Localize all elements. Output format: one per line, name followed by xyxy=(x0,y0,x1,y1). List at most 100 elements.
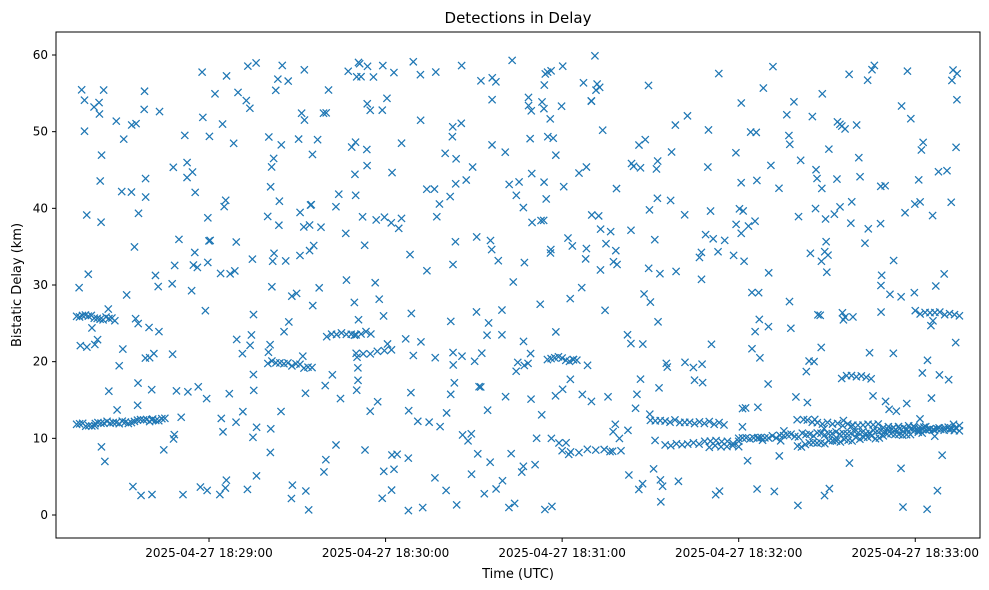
scatter-point xyxy=(955,426,964,435)
scatter-point xyxy=(383,339,392,349)
scatter-point xyxy=(876,281,885,290)
scatter-point xyxy=(183,173,192,182)
y-tick-label: 40 xyxy=(33,201,48,215)
scatter-point xyxy=(752,128,761,137)
scatter-point xyxy=(755,315,764,324)
scatter-point xyxy=(487,245,496,254)
scatter-point xyxy=(151,271,160,280)
scatter-point xyxy=(287,361,296,370)
scatter-point xyxy=(817,184,826,193)
scatter-point xyxy=(248,433,257,442)
scatter-point xyxy=(820,439,829,448)
scatter-point xyxy=(515,177,524,186)
scatter-point xyxy=(816,311,825,320)
scatter-point xyxy=(543,132,552,141)
scatter-point xyxy=(658,482,667,491)
scatter-point xyxy=(847,197,856,206)
scatter-point xyxy=(606,227,615,236)
scatter-point xyxy=(147,490,157,499)
scatter-point xyxy=(483,406,492,415)
scatter-point xyxy=(252,58,261,68)
scatter-point xyxy=(134,209,143,218)
scatter-point xyxy=(249,386,258,395)
scatter-point xyxy=(442,408,451,417)
scatter-point xyxy=(452,154,461,163)
scatter-point xyxy=(357,329,366,339)
scatter-point xyxy=(831,435,840,445)
scatter-point xyxy=(572,356,581,365)
scatter-point xyxy=(470,357,479,366)
scatter-point xyxy=(539,104,548,113)
scatter-point xyxy=(220,202,229,211)
scatter-point xyxy=(452,500,461,509)
scatter-point xyxy=(155,107,164,116)
scatter-point xyxy=(856,172,865,181)
scatter-point xyxy=(492,484,501,494)
scatter-point xyxy=(93,335,102,344)
scatter-point xyxy=(810,357,819,366)
scatter-point xyxy=(784,131,793,140)
scatter-point xyxy=(468,162,477,172)
scatter-point xyxy=(770,487,779,496)
scatter-point xyxy=(467,429,476,438)
scatter-point xyxy=(378,106,387,115)
scatter-point xyxy=(263,212,272,221)
scatter-point xyxy=(836,437,845,446)
scatter-point xyxy=(147,385,156,394)
scatter-point xyxy=(753,433,763,442)
scatter-point xyxy=(467,470,476,479)
scatter-point xyxy=(198,68,207,77)
scatter-point xyxy=(868,391,878,400)
scatter-point xyxy=(358,212,367,221)
scatter-point xyxy=(611,420,620,429)
scatter-point xyxy=(133,379,143,388)
scatter-point xyxy=(741,403,750,413)
scatter-point xyxy=(324,85,333,95)
scatter-point xyxy=(909,422,918,431)
scatter-point xyxy=(486,236,495,245)
scatter-point xyxy=(115,361,124,370)
scatter-point xyxy=(87,421,96,431)
scatter-point xyxy=(131,314,140,323)
scatter-point xyxy=(104,305,113,314)
scatter-point xyxy=(145,323,154,332)
scatter-point xyxy=(341,229,350,238)
scatter-point xyxy=(252,471,261,480)
scatter-point xyxy=(97,218,106,227)
scatter-point xyxy=(615,434,624,443)
plot-area: 2025-04-27 18:29:00 2025-04-27 18:30:00 20… xyxy=(33,31,981,560)
scatter-point xyxy=(911,306,920,315)
scatter-point xyxy=(646,297,655,307)
scatter-point xyxy=(90,340,99,349)
scatter-point xyxy=(245,104,254,113)
y-axis: 0 10 20 30 40 50 60 xyxy=(33,48,56,522)
scatter-point xyxy=(695,253,704,262)
scatter-point xyxy=(457,352,467,361)
scatter-point xyxy=(267,162,276,171)
scatter-point xyxy=(488,95,497,104)
scatter-point xyxy=(690,419,699,428)
scatter-point xyxy=(813,310,822,319)
scatter-point xyxy=(627,159,636,168)
scatter-point xyxy=(649,464,658,473)
scatter-point xyxy=(899,423,908,432)
scatter-point xyxy=(852,120,861,130)
scatter-point xyxy=(754,288,763,297)
scatter-point xyxy=(609,427,618,436)
scatter-point xyxy=(603,392,613,401)
scatter-point xyxy=(590,51,599,60)
scatter-point xyxy=(764,322,773,331)
scatter-point xyxy=(133,416,142,425)
scatter-point xyxy=(945,309,954,318)
scatter-point xyxy=(542,194,551,203)
scatter-point xyxy=(917,145,926,155)
scatter-point xyxy=(436,422,445,431)
scatter-point xyxy=(462,175,471,185)
scatter-point xyxy=(266,448,275,457)
scatter-point xyxy=(387,345,396,354)
scatter-point xyxy=(934,167,943,176)
scatter-point xyxy=(596,225,605,234)
scatter-point xyxy=(720,236,729,245)
scatter-point xyxy=(316,223,326,232)
scatter-point xyxy=(154,327,163,336)
